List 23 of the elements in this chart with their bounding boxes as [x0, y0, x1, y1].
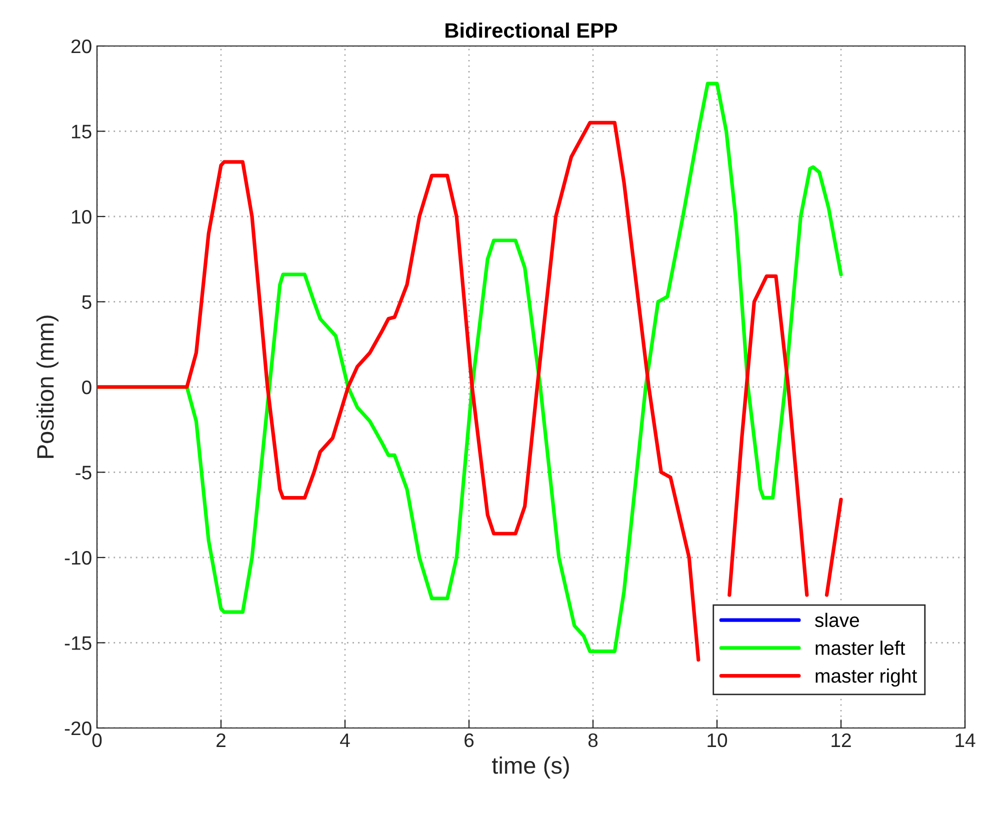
legend-label: master right — [816, 668, 917, 687]
x-tick-label: 4 — [340, 734, 350, 747]
y-axis-title: Position (mm) — [36, 316, 58, 458]
x-tick-label: 0 — [92, 733, 102, 748]
y-tick-label: -10 — [64, 550, 92, 565]
x-axis-title: time (s) — [492, 756, 569, 779]
y-tick-label: -15 — [64, 636, 92, 650]
x-tick-label: 8 — [588, 733, 598, 748]
x-tick-label: 12 — [832, 733, 851, 747]
x-tick-label: 14 — [956, 734, 976, 747]
chart-title: Bidirectional EPP — [446, 22, 618, 38]
legend-label: slave — [815, 612, 860, 628]
y-tick-label: 20 — [71, 39, 92, 54]
y-tick-label: 0 — [82, 380, 92, 394]
legend-label: master left — [816, 640, 906, 655]
y-tick-label: 15 — [72, 124, 92, 138]
y-tick-label: -20 — [64, 721, 92, 736]
x-tick-label: 6 — [464, 733, 474, 748]
y-tick-label: 5 — [82, 295, 92, 309]
y-tick-label: -5 — [76, 466, 92, 480]
y-tick-label: 10 — [72, 210, 92, 224]
x-tick-label: 10 — [708, 733, 728, 748]
x-tick-label: 2 — [216, 733, 226, 747]
